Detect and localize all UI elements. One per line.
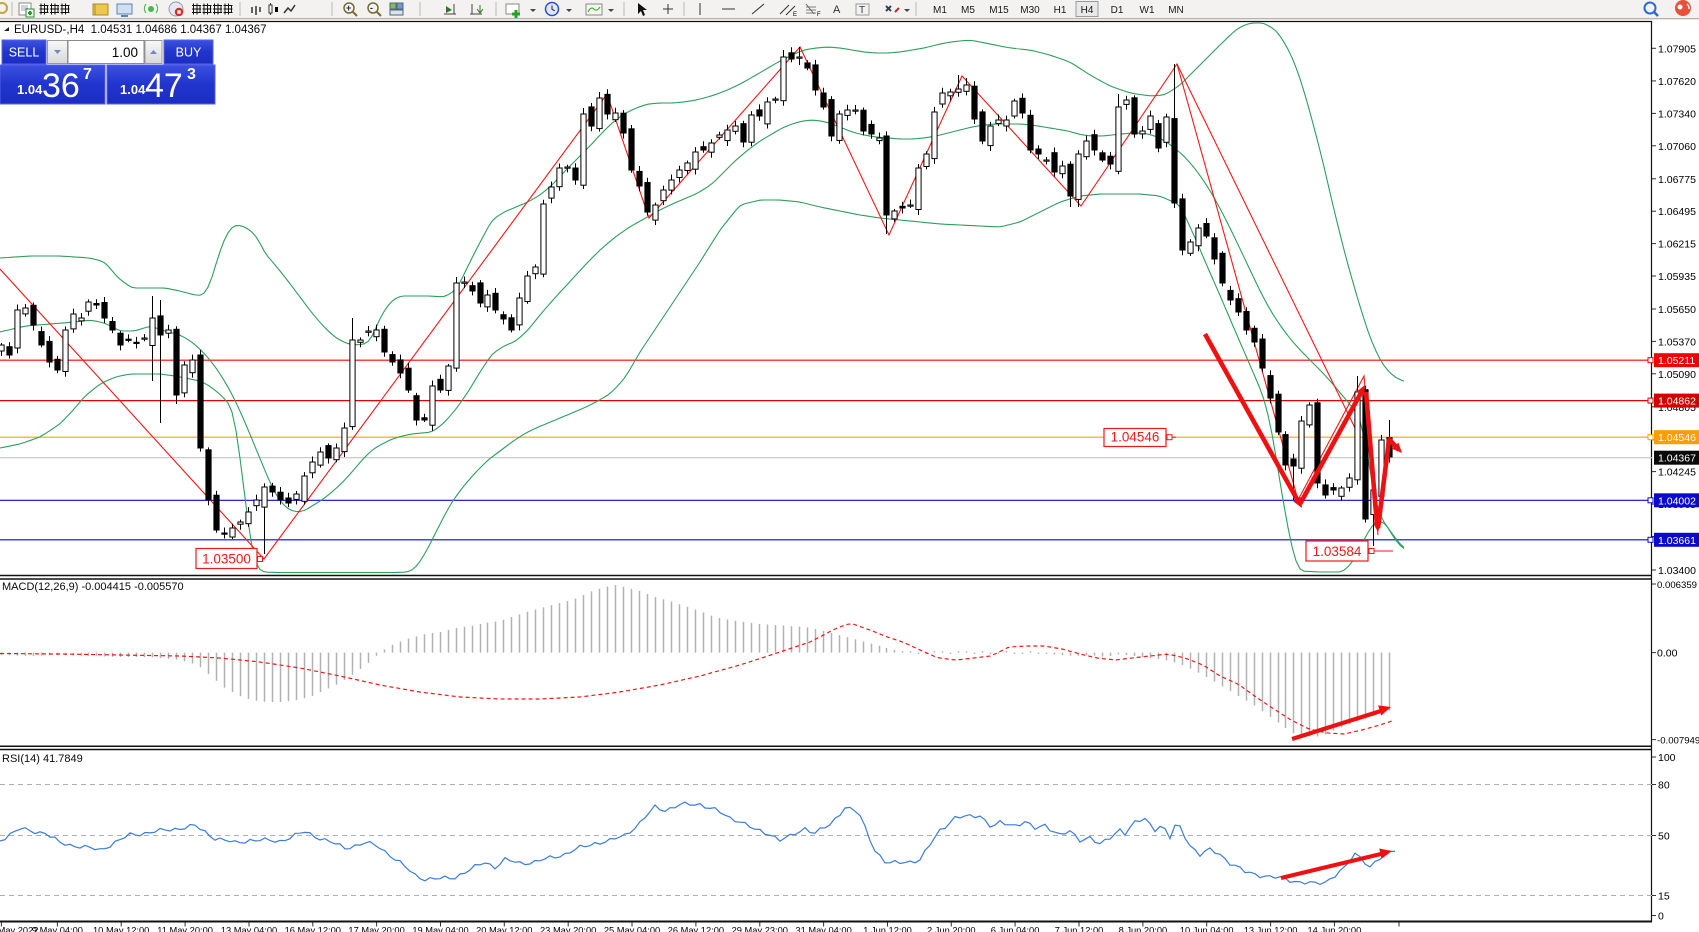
svg-text:100: 100 bbox=[1658, 752, 1676, 764]
svg-text:13 Jun 12:00: 13 Jun 12:00 bbox=[1244, 926, 1298, 932]
svg-text:M15: M15 bbox=[989, 5, 1009, 16]
svg-text:+: + bbox=[346, 3, 351, 13]
svg-text:8 Jun 20:00: 8 Jun 20:00 bbox=[1119, 926, 1168, 932]
svg-text:MN: MN bbox=[1168, 5, 1184, 16]
svg-text:1.05370: 1.05370 bbox=[1658, 336, 1696, 348]
svg-text:1.07620: 1.07620 bbox=[1658, 76, 1696, 88]
svg-text:15: 15 bbox=[1658, 891, 1670, 903]
svg-text:1.06495: 1.06495 bbox=[1658, 206, 1696, 218]
svg-text:25 May 04:00: 25 May 04:00 bbox=[604, 926, 660, 932]
svg-text:1.07060: 1.07060 bbox=[1658, 141, 1696, 153]
svg-text:H4: H4 bbox=[1081, 5, 1094, 16]
svg-text:1.03584: 1.03584 bbox=[1313, 544, 1362, 559]
svg-text:1.05650: 1.05650 bbox=[1658, 304, 1696, 316]
svg-text:10 Jun 04:00: 10 Jun 04:00 bbox=[1180, 926, 1234, 932]
svg-text:0.00: 0.00 bbox=[1657, 648, 1678, 660]
svg-text:47: 47 bbox=[145, 67, 183, 105]
svg-text:23 May 20:00: 23 May 20:00 bbox=[540, 926, 596, 932]
svg-text:9 May 04:00: 9 May 04:00 bbox=[32, 926, 83, 932]
svg-text:May 2022: May 2022 bbox=[0, 926, 38, 932]
svg-text:1.05211: 1.05211 bbox=[1658, 355, 1695, 367]
svg-text:1.04002: 1.04002 bbox=[1658, 495, 1696, 507]
svg-text:SELL: SELL bbox=[9, 46, 40, 60]
svg-text:T: T bbox=[859, 5, 865, 16]
svg-text:1.04862: 1.04862 bbox=[1658, 396, 1696, 408]
svg-text:1.07340: 1.07340 bbox=[1658, 108, 1696, 120]
svg-text:1.04: 1.04 bbox=[120, 82, 146, 97]
svg-text:1.06775: 1.06775 bbox=[1658, 174, 1696, 186]
svg-text:16 May 12:00: 16 May 12:00 bbox=[285, 926, 341, 932]
svg-text:1.05090: 1.05090 bbox=[1658, 369, 1696, 381]
svg-text:D1: D1 bbox=[1111, 5, 1124, 16]
svg-text:50: 50 bbox=[1658, 831, 1670, 843]
svg-text:2 Jun 20:00: 2 Jun 20:00 bbox=[927, 926, 976, 932]
svg-text:10 May 12:00: 10 May 12:00 bbox=[93, 926, 149, 932]
svg-text:1.00: 1.00 bbox=[112, 45, 138, 60]
svg-text:F: F bbox=[817, 12, 821, 18]
svg-text:26 May 12:00: 26 May 12:00 bbox=[668, 926, 724, 932]
svg-text:M30: M30 bbox=[1020, 5, 1040, 16]
svg-text:1.03500: 1.03500 bbox=[202, 552, 251, 567]
svg-text:20 May 12:00: 20 May 12:00 bbox=[476, 926, 532, 932]
svg-text:19 May 04:00: 19 May 04:00 bbox=[412, 926, 468, 932]
svg-text:M1: M1 bbox=[933, 5, 947, 16]
svg-text:1.03400: 1.03400 bbox=[1658, 565, 1696, 577]
svg-text:1.04367: 1.04367 bbox=[1658, 453, 1696, 465]
svg-text:17 May 20:00: 17 May 20:00 bbox=[348, 926, 404, 932]
svg-text:1.07905: 1.07905 bbox=[1658, 43, 1696, 55]
svg-text:MACD(12,26,9) -0.004415 -0.005: MACD(12,26,9) -0.004415 -0.005570 bbox=[2, 581, 184, 593]
svg-text:1 Jun 12:00: 1 Jun 12:00 bbox=[863, 926, 912, 932]
svg-text:-: - bbox=[370, 3, 373, 13]
svg-text:36: 36 bbox=[42, 67, 80, 105]
svg-text:1.06215: 1.06215 bbox=[1658, 239, 1696, 251]
svg-text:M5: M5 bbox=[961, 5, 975, 16]
svg-text:6 Jun 04:00: 6 Jun 04:00 bbox=[991, 926, 1040, 932]
svg-text:1.04546: 1.04546 bbox=[1658, 432, 1696, 444]
svg-text:H1: H1 bbox=[1054, 5, 1067, 16]
svg-text:1.04245: 1.04245 bbox=[1658, 467, 1696, 479]
svg-text:E: E bbox=[793, 12, 797, 18]
svg-text:7 Jun 12:00: 7 Jun 12:00 bbox=[1055, 926, 1104, 932]
svg-text:1.03661: 1.03661 bbox=[1658, 535, 1696, 547]
svg-text:0.006359: 0.006359 bbox=[1657, 580, 1697, 591]
svg-text:1.04546: 1.04546 bbox=[1111, 430, 1160, 445]
svg-text:13 May 04:00: 13 May 04:00 bbox=[221, 926, 277, 932]
svg-text:1.05935: 1.05935 bbox=[1658, 271, 1696, 283]
svg-text:A: A bbox=[833, 4, 841, 16]
svg-text:BUY: BUY bbox=[176, 46, 202, 60]
svg-text:RSI(14) 41.7849: RSI(14) 41.7849 bbox=[2, 753, 83, 765]
svg-text:EURUSD-,H4 1.04531 1.04686 1.: EURUSD-,H4 1.04531 1.04686 1.04367 1.043… bbox=[14, 24, 267, 36]
svg-text:3: 3 bbox=[187, 66, 196, 83]
svg-text:-0.007949: -0.007949 bbox=[1657, 736, 1699, 747]
svg-text:7: 7 bbox=[83, 66, 92, 83]
svg-text:14 Jun 20:00: 14 Jun 20:00 bbox=[1308, 926, 1362, 932]
svg-text:W1: W1 bbox=[1140, 5, 1155, 16]
svg-text:80: 80 bbox=[1658, 780, 1670, 792]
svg-text:29 May 23:00: 29 May 23:00 bbox=[732, 926, 788, 932]
svg-text:31 May 04:00: 31 May 04:00 bbox=[795, 926, 851, 932]
svg-text:11 May 20:00: 11 May 20:00 bbox=[157, 926, 213, 932]
svg-text:1.04: 1.04 bbox=[17, 82, 43, 97]
svg-text:0: 0 bbox=[1658, 911, 1664, 923]
